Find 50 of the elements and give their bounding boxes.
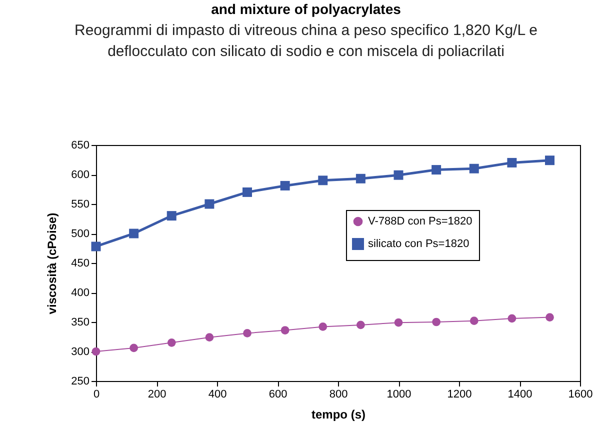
x-tick-label: 200 [148, 388, 166, 400]
x-axis-title: tempo (s) [312, 408, 366, 422]
point [92, 347, 100, 356]
x-tick-label: 1200 [447, 388, 472, 400]
y-tick-label: 250 [71, 376, 90, 388]
y-tick-label: 450 [71, 258, 90, 270]
y-tick-label: 300 [71, 346, 90, 358]
point [507, 158, 517, 168]
point [280, 180, 290, 190]
legend-label: silicato con Ps=1820 [368, 238, 470, 250]
x-tick-label: 400 [208, 388, 227, 400]
point [130, 344, 138, 352]
y-axis-title: viscosità (cPoise) [45, 212, 60, 314]
point [394, 170, 404, 180]
x-tick-label: 1400 [508, 388, 532, 400]
y-tick-label: 550 [71, 198, 90, 210]
point [469, 164, 479, 174]
point [204, 199, 214, 209]
point [242, 187, 252, 197]
y-tick-label: 650 [71, 140, 90, 152]
legend-label: V-788D con Ps=1820 [368, 216, 472, 228]
x-tick-label: 0 [93, 388, 100, 400]
point [394, 318, 403, 327]
point [356, 174, 366, 184]
point [318, 176, 328, 186]
point [470, 316, 478, 325]
point [546, 313, 554, 322]
point [91, 242, 101, 252]
point [167, 338, 176, 347]
point [432, 318, 440, 326]
point [129, 228, 139, 238]
point [243, 329, 252, 338]
point [205, 333, 214, 342]
point [432, 165, 442, 175]
chart-subtitle: Reogrammi di impasto di vitreous china a peso specifico 1,820 Kg/L e deflocculato con silicato di sodio e con miscela di poliacrilati [74, 22, 538, 60]
point [545, 156, 554, 166]
chart-title: and mixture of polyacrylates [211, 1, 402, 17]
point [166, 211, 176, 221]
y-tick-label: 500 [71, 228, 90, 240]
point [508, 314, 516, 323]
point [356, 320, 365, 330]
point [318, 322, 328, 331]
x-tick-label: 1600 [568, 388, 593, 400]
x-tick-label: 1000 [386, 388, 412, 400]
x-tick-label: 800 [329, 388, 348, 400]
x-tick-label: 600 [268, 388, 288, 400]
y-tick-label: 400 [71, 287, 90, 299]
y-tick-label: 350 [71, 316, 90, 328]
point [280, 326, 290, 334]
y-tick-label: 600 [71, 169, 90, 181]
